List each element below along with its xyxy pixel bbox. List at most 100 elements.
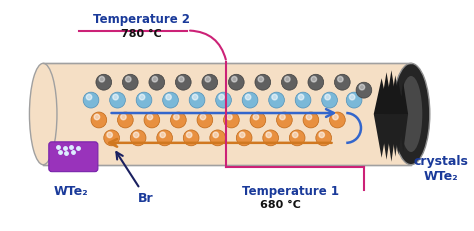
Circle shape — [175, 74, 191, 90]
Circle shape — [272, 94, 277, 100]
Polygon shape — [392, 114, 404, 155]
Circle shape — [91, 112, 107, 128]
Text: WTe₂: WTe₂ — [54, 185, 89, 198]
Circle shape — [213, 132, 219, 138]
Circle shape — [86, 94, 92, 100]
Circle shape — [258, 76, 264, 82]
Circle shape — [224, 112, 239, 128]
Circle shape — [210, 130, 226, 146]
Circle shape — [322, 92, 337, 108]
Circle shape — [282, 74, 297, 90]
Circle shape — [197, 112, 213, 128]
Ellipse shape — [400, 76, 422, 152]
Circle shape — [242, 92, 258, 108]
Circle shape — [337, 76, 343, 82]
Polygon shape — [380, 72, 393, 114]
Circle shape — [335, 74, 350, 90]
Circle shape — [333, 114, 338, 120]
Circle shape — [189, 92, 205, 108]
Circle shape — [295, 92, 311, 108]
Polygon shape — [390, 75, 401, 114]
Circle shape — [253, 114, 259, 120]
Polygon shape — [384, 70, 398, 114]
Circle shape — [186, 132, 192, 138]
Circle shape — [200, 114, 206, 120]
Circle shape — [173, 114, 179, 120]
Circle shape — [346, 92, 362, 108]
Text: Br: Br — [116, 152, 154, 204]
Circle shape — [122, 74, 138, 90]
Ellipse shape — [29, 63, 57, 165]
Circle shape — [149, 74, 164, 90]
Polygon shape — [374, 114, 390, 158]
Circle shape — [306, 114, 312, 120]
FancyBboxPatch shape — [49, 142, 98, 172]
Polygon shape — [380, 114, 393, 160]
Circle shape — [219, 94, 224, 100]
Circle shape — [280, 114, 285, 120]
Circle shape — [298, 94, 304, 100]
Circle shape — [228, 74, 244, 90]
Circle shape — [202, 74, 218, 90]
Text: crystals: crystals — [413, 155, 468, 168]
Circle shape — [303, 112, 319, 128]
Circle shape — [160, 132, 165, 138]
Circle shape — [147, 114, 153, 120]
Circle shape — [205, 76, 210, 82]
Circle shape — [113, 94, 118, 100]
Circle shape — [246, 94, 251, 100]
Circle shape — [292, 132, 298, 138]
Circle shape — [192, 94, 198, 100]
Circle shape — [227, 114, 232, 120]
Circle shape — [130, 130, 146, 146]
Polygon shape — [374, 78, 390, 114]
Circle shape — [83, 92, 99, 108]
Circle shape — [263, 130, 279, 146]
Text: WTe₂: WTe₂ — [423, 170, 458, 183]
Circle shape — [329, 112, 345, 128]
Circle shape — [107, 132, 112, 138]
Polygon shape — [398, 114, 408, 152]
Circle shape — [356, 82, 372, 98]
Circle shape — [308, 74, 324, 90]
FancyBboxPatch shape — [43, 63, 411, 165]
Circle shape — [104, 130, 119, 146]
Circle shape — [126, 76, 131, 82]
Circle shape — [325, 94, 330, 100]
Circle shape — [237, 130, 252, 146]
Circle shape — [319, 132, 325, 138]
Circle shape — [166, 94, 171, 100]
Circle shape — [216, 92, 231, 108]
Circle shape — [284, 76, 290, 82]
Circle shape — [144, 112, 160, 128]
Circle shape — [239, 132, 245, 138]
Circle shape — [171, 112, 186, 128]
Circle shape — [250, 112, 266, 128]
Circle shape — [94, 114, 100, 120]
Polygon shape — [390, 114, 401, 157]
Circle shape — [269, 92, 284, 108]
Circle shape — [311, 76, 317, 82]
Polygon shape — [384, 114, 398, 162]
Text: Temperature 1: Temperature 1 — [242, 185, 339, 198]
Circle shape — [255, 74, 271, 90]
Circle shape — [232, 76, 237, 82]
Circle shape — [139, 94, 145, 100]
Circle shape — [359, 84, 365, 90]
Text: 680 °C: 680 °C — [260, 201, 301, 210]
Circle shape — [266, 132, 272, 138]
Circle shape — [109, 92, 125, 108]
Circle shape — [157, 130, 173, 146]
Circle shape — [276, 112, 292, 128]
Circle shape — [179, 76, 184, 82]
Circle shape — [316, 130, 331, 146]
Circle shape — [133, 132, 139, 138]
Polygon shape — [398, 82, 408, 114]
Text: Temperature 2: Temperature 2 — [92, 13, 190, 26]
Circle shape — [99, 76, 105, 82]
Circle shape — [136, 92, 152, 108]
Circle shape — [118, 112, 133, 128]
Circle shape — [152, 76, 157, 82]
Circle shape — [121, 114, 126, 120]
Polygon shape — [392, 80, 404, 114]
